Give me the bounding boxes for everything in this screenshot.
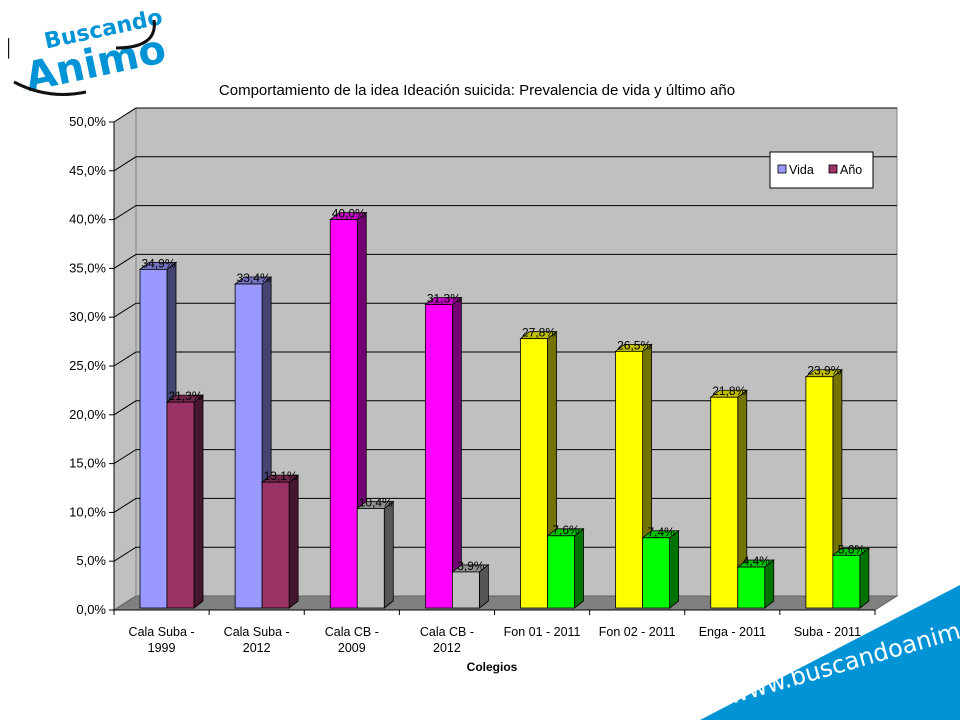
bar-front bbox=[520, 338, 548, 609]
bar-año bbox=[546, 528, 585, 609]
y-tick-label: 5,0% bbox=[76, 553, 106, 568]
bar-front bbox=[424, 304, 453, 609]
category-label: Fon 02 - 2011 bbox=[599, 625, 676, 639]
bar-año bbox=[736, 559, 775, 609]
bar-vida bbox=[804, 368, 844, 609]
bar-side bbox=[669, 529, 680, 609]
gridline bbox=[113, 205, 897, 221]
category-label: Cala CB -2012 bbox=[420, 625, 474, 655]
data-label: 40,0% bbox=[332, 207, 366, 221]
bar-side bbox=[383, 500, 394, 609]
gridline bbox=[113, 302, 897, 318]
bar-front bbox=[615, 350, 644, 609]
legend-swatch-vida bbox=[777, 164, 787, 174]
category-label: Cala Suba -1999 bbox=[129, 625, 195, 655]
data-label: 13,1% bbox=[264, 469, 298, 483]
legend-swatch-año bbox=[828, 164, 838, 174]
gridline bbox=[113, 107, 897, 123]
bar-vida bbox=[424, 296, 463, 609]
y-tick-label: 0,0% bbox=[76, 602, 106, 617]
y-tick-label: 30,0% bbox=[69, 309, 106, 324]
bar-año bbox=[260, 474, 300, 609]
data-label: 23,9% bbox=[807, 364, 841, 378]
gridline bbox=[113, 253, 897, 269]
bar-front bbox=[329, 219, 358, 609]
banner-shape bbox=[700, 585, 960, 720]
bar-vida bbox=[614, 343, 653, 609]
category-label: Enga - 2011 bbox=[699, 625, 766, 639]
data-label: 27,8% bbox=[522, 326, 556, 340]
y-tick-label: 20,0% bbox=[69, 407, 106, 422]
bar-front bbox=[737, 566, 766, 609]
data-label: 26,5% bbox=[617, 338, 651, 352]
data-label: 7,4% bbox=[647, 525, 675, 539]
legend-label-vida: Vida bbox=[789, 163, 814, 177]
y-tick-label: 10,0% bbox=[69, 504, 106, 519]
plot-floor bbox=[112, 595, 899, 611]
bar-año bbox=[641, 529, 680, 609]
data-label: 5,6% bbox=[838, 542, 866, 556]
bar-front bbox=[642, 537, 671, 609]
legend-label-año: Año bbox=[840, 163, 862, 177]
y-tick-label: 15,0% bbox=[69, 456, 106, 471]
bar-año bbox=[165, 394, 205, 609]
data-label: 31,3% bbox=[427, 292, 461, 306]
bar-front bbox=[805, 376, 834, 609]
bar-vida bbox=[709, 389, 748, 609]
category-label: Fon 01 - 2011 bbox=[504, 625, 581, 639]
bar-front bbox=[261, 481, 290, 609]
bar-front bbox=[234, 283, 263, 609]
data-label: 4,4% bbox=[743, 554, 771, 568]
y-tick-label: 35,0% bbox=[69, 260, 106, 275]
y-tick-label: 50,0% bbox=[69, 114, 106, 129]
data-label: 3,9% bbox=[457, 559, 485, 573]
bar-front bbox=[547, 535, 575, 609]
data-label: 33,4% bbox=[237, 271, 271, 285]
bar-side bbox=[288, 474, 299, 609]
buscando-animo-logo: Buscando Animo bbox=[8, 8, 168, 98]
y-tick-label: 45,0% bbox=[69, 163, 106, 178]
category-label: Cala CB -2009 bbox=[325, 625, 379, 655]
y-tick-label: 25,0% bbox=[69, 358, 106, 373]
bar-side bbox=[574, 528, 584, 609]
bar-front bbox=[139, 268, 168, 609]
gridline bbox=[113, 156, 897, 172]
data-label: 10,4% bbox=[359, 495, 393, 509]
bar-front bbox=[356, 508, 385, 609]
bar-front bbox=[832, 554, 861, 609]
data-label: 34,9% bbox=[141, 256, 175, 270]
category-label: Suba - 2011 bbox=[794, 625, 861, 639]
bar-front bbox=[710, 396, 739, 609]
bar-front bbox=[451, 571, 480, 609]
bar-side bbox=[859, 547, 870, 609]
legend-box bbox=[769, 151, 874, 189]
bar-año bbox=[356, 500, 395, 609]
chart-title: Comportamiento de la idea Ideación suici… bbox=[219, 82, 735, 99]
data-label: 7,6% bbox=[552, 523, 580, 537]
y-tick-label: 40,0% bbox=[69, 212, 106, 227]
x-axis-title: Colegios bbox=[467, 660, 518, 674]
data-label: 21,8% bbox=[712, 384, 746, 398]
bar-front bbox=[166, 401, 195, 609]
bar-año bbox=[831, 547, 871, 609]
category-label: Cala Suba -2012 bbox=[224, 625, 290, 655]
legend: Vida Año bbox=[769, 151, 874, 189]
bar-side bbox=[193, 394, 204, 609]
data-label: 21,3% bbox=[168, 389, 202, 403]
bar-año bbox=[451, 564, 490, 609]
